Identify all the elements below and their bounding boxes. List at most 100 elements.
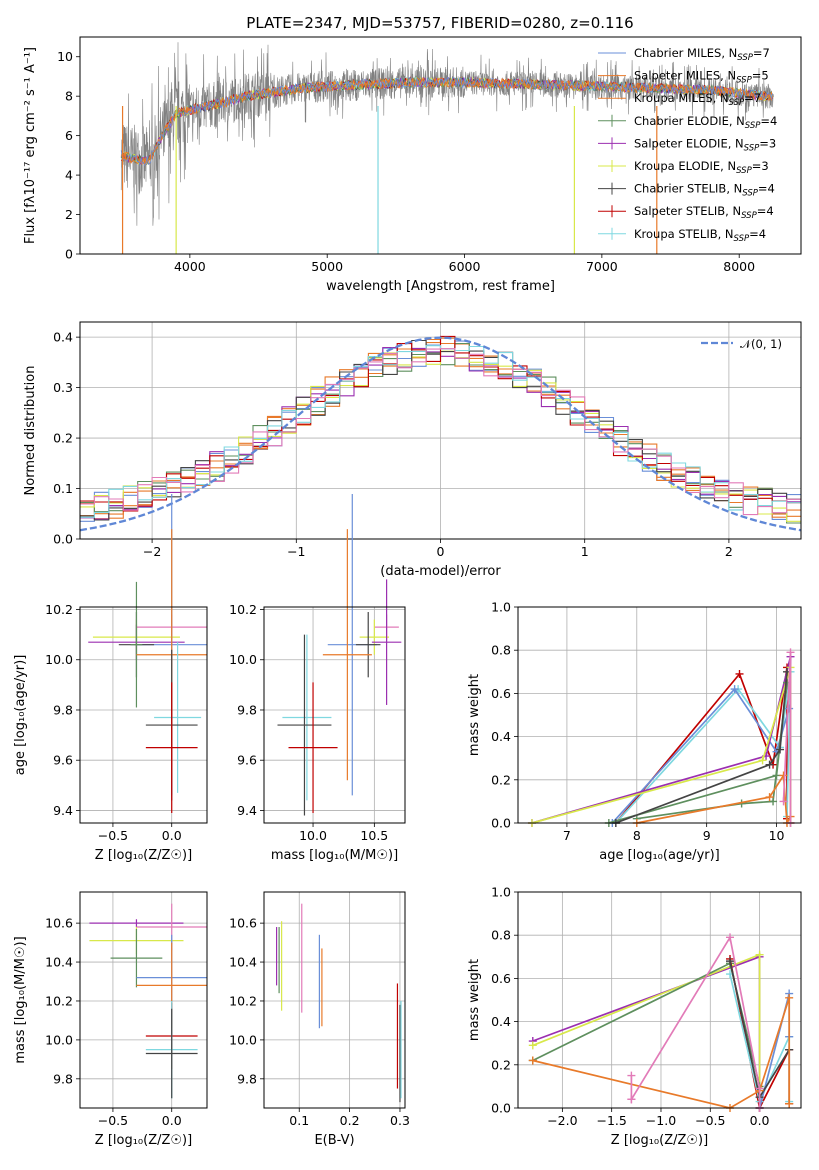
weight-point-pink	[627, 1071, 636, 1080]
y-tick-label: 10.2	[45, 602, 73, 617]
y-tick-label: 0.6	[491, 971, 511, 986]
x-tick-label: 8	[633, 828, 641, 843]
mass-vs-ebv-panel: 0.1 0.2 0.3 9.8 10.0 10.2 10.4 10.6 E(B-V)	[229, 891, 410, 1148]
x-tick-label: 2	[725, 544, 733, 559]
x-tick-label: −0.5	[98, 1113, 128, 1128]
x-tick-label: 10.0	[299, 828, 327, 843]
y-tick-label: 8	[65, 89, 73, 104]
x-tick-label: 8000	[723, 259, 755, 274]
weight-line-chabrier_miles	[611, 687, 790, 824]
y-axis-label: mass [log₁₀(M/M☉)]	[13, 936, 28, 1063]
weight-point-pink	[779, 797, 788, 806]
legend-label-salpeter_stelib: Salpeter STELIB, NSSP=4	[634, 204, 774, 221]
y-tick-label: 10.6	[45, 916, 73, 931]
x-tick-label: 0.0	[162, 1113, 182, 1128]
weight-vs-age-panel: 7 8 9 10 0.0 0.2 0.4 0.6 0.8 1.0 age [log₁₀(age/yr…	[467, 600, 802, 863]
y-tick-label: 9.8	[53, 1071, 73, 1086]
y-axis-label: Normed distribution	[23, 366, 38, 496]
axes-frame	[79, 891, 208, 1109]
legend-label-kroupa_stelib: Kroupa STELIB, NSSP=4	[634, 227, 766, 244]
y-tick-label: 10.0	[229, 652, 257, 667]
y-tick-label: 10.0	[229, 1032, 257, 1047]
spectrum-title: PLATE=2347, MJD=53757, FIBERID=0280, z=0…	[246, 14, 633, 32]
y-tick-label: 0.6	[491, 686, 511, 701]
legend-label-kroupa_elodie: Kroupa ELODIE, NSSP=3	[634, 159, 769, 176]
x-tick-label: 9	[703, 828, 711, 843]
weight-point-salpeter_stelib	[735, 669, 744, 678]
weight-line-pink	[630, 935, 761, 1108]
y-tick-label: 10.2	[229, 993, 257, 1008]
x-tick-label: 6000	[449, 259, 481, 274]
age-vs-z-panel: −0.5 0.0 9.4 9.6 9.8 10.0 10.2 Z [log₁₀(Z/Z☉)] a…	[13, 493, 208, 863]
y-tick-label: 9.8	[53, 702, 73, 717]
y-tick-label: 10.2	[229, 602, 257, 617]
y-tick-label: 0.2	[491, 772, 511, 787]
weight-line-kroupa_elodie	[532, 953, 761, 1108]
residual-histogram-pink	[80, 348, 801, 516]
mass-vs-z-panel: −0.5 0.0 9.8 10.0 10.2 10.4 10.6 Z [log₁₀(Z/Z☉)…	[13, 891, 208, 1148]
weight-point-pink	[755, 1084, 764, 1093]
x-axis-label: E(B-V)	[314, 1133, 354, 1148]
weight-point-chabrier_elodie	[772, 771, 781, 780]
weight-line-kroupa_elodie	[531, 667, 792, 824]
x-axis-label: mass [log₁₀(M/M☉)]	[271, 848, 398, 863]
legend-label-kroupa_miles: Kroupa MILES, NSSP=7	[634, 91, 761, 108]
y-tick-label: 0.8	[491, 928, 511, 943]
x-tick-label: −2	[143, 544, 161, 559]
weight-point-chabrier_stelib	[726, 957, 735, 966]
weight-point-kroupa_miles	[765, 793, 774, 802]
x-axis-label: Z [log₁₀(Z/Z☉)]	[95, 848, 192, 863]
weight-point-kroupa_elodie	[755, 950, 764, 959]
model-spectrum-chabrier_miles	[120, 77, 773, 167]
y-axis-label: age [log₁₀(age/yr)]	[13, 655, 28, 776]
weight-point-kroupa_miles	[779, 771, 788, 780]
y-tick-label: 10.4	[45, 955, 73, 970]
x-tick-label: 0.1	[289, 1113, 309, 1128]
y-tick-label: 10.2	[45, 993, 73, 1008]
y-tick-label: 0.3	[53, 380, 73, 395]
weight-point-chabrier_stelib	[776, 745, 785, 754]
y-tick-label: 9.6	[237, 753, 257, 768]
weight-point-chabrier_elodie	[769, 797, 778, 806]
x-tick-label: 0.0	[750, 1113, 770, 1128]
weight-line-chabrier_elodie	[532, 962, 761, 1089]
y-tick-label: 10	[57, 49, 73, 64]
y-tick-label: 9.6	[53, 753, 73, 768]
y-axis-label: mass weight	[467, 674, 482, 756]
x-tick-label: −2.0	[547, 1113, 577, 1128]
axes-frame	[517, 606, 802, 824]
y-tick-label: 6	[65, 128, 73, 143]
weight-point-pink	[786, 648, 795, 657]
y-tick-label: 0.4	[491, 1014, 511, 1029]
y-tick-label: 9.8	[237, 702, 257, 717]
y-tick-label: 10.0	[45, 1032, 73, 1047]
x-tick-label: 5000	[311, 259, 343, 274]
weight-point-chabrier_miles	[785, 704, 794, 713]
weight-point-chabrier_miles	[730, 685, 739, 694]
weight-line-salpeter_elodie	[531, 656, 792, 824]
y-tick-label: 0.2	[53, 431, 73, 446]
x-tick-label: −1.0	[646, 1113, 676, 1128]
y-tick-label: 10.0	[45, 652, 73, 667]
x-tick-label: 4000	[174, 259, 206, 274]
y-tick-label: 4	[65, 168, 73, 183]
y-tick-label: 0.8	[491, 643, 511, 658]
age-vs-mass-panel: 10.0 10.5 9.4 9.6 9.8 10.0 10.2 mass [log₁₀(M/M…	[229, 493, 406, 863]
normal-reference-curve	[79, 336, 802, 532]
y-tick-label: 9.8	[237, 1071, 257, 1086]
x-tick-label: −1.5	[596, 1113, 626, 1128]
x-tick-label: 0.3	[390, 1113, 410, 1128]
y-tick-label: 0	[65, 247, 73, 262]
y-tick-label: 9.4	[53, 803, 73, 818]
weight-point-kroupa_miles	[528, 1056, 537, 1065]
x-tick-label: 0.0	[162, 828, 182, 843]
weight-line-kroupa_stelib	[615, 671, 792, 824]
x-axis-label: Z [log₁₀(Z/Z☉)]	[611, 1133, 708, 1148]
x-tick-label: 0.2	[340, 1113, 360, 1128]
residuals-panel: −2 −1 0 1 2 0.0 0.1 0.2 0.3 0.4 (data-model)/error…	[23, 321, 802, 579]
x-axis-label: Z [log₁₀(Z/Z☉)]	[95, 1133, 192, 1148]
weight-point-kroupa_elodie	[528, 1041, 537, 1050]
weight-line-salpeter_stelib	[615, 667, 788, 824]
legend-label-salpeter_elodie: Salpeter ELODIE, NSSP=3	[634, 136, 776, 153]
x-tick-label: 10	[769, 828, 785, 843]
